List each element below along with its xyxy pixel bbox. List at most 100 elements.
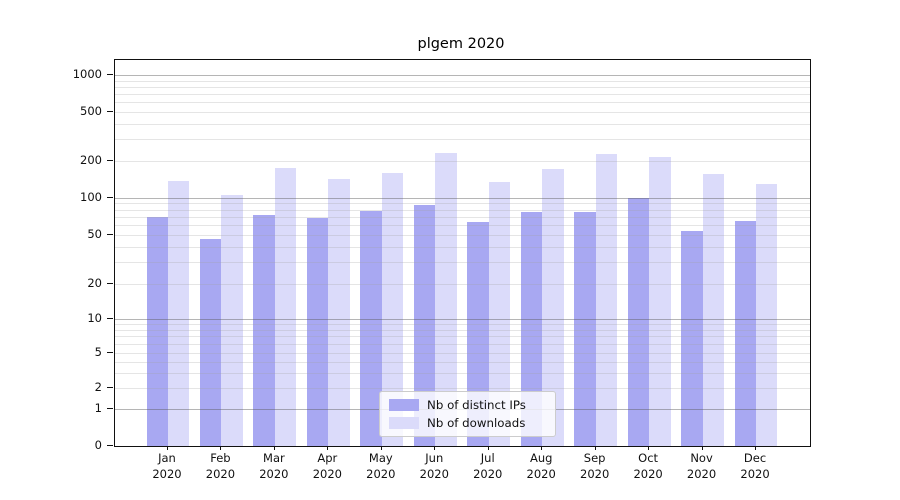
bar-downloads-mar xyxy=(274,168,297,446)
minor-gridline-300 xyxy=(114,139,810,141)
bar-downloads-nov xyxy=(702,174,724,446)
x-tick-feb xyxy=(220,445,222,450)
y-tick-1 xyxy=(107,407,113,409)
minor-gridline-2 xyxy=(114,388,810,390)
bar-downloads-may xyxy=(381,173,404,446)
bar-downloads-aug xyxy=(542,168,564,446)
bar-distinct-ips-jun xyxy=(413,204,436,446)
minor-gridline-400 xyxy=(114,123,810,125)
y-tick-10 xyxy=(107,318,113,319)
minor-gridline-4 xyxy=(114,361,810,363)
y-tick-50 xyxy=(107,234,113,235)
x-tick-nov xyxy=(701,445,703,450)
x-tick-jan xyxy=(166,445,168,450)
bar-downloads-apr xyxy=(328,178,350,446)
x-tick-jun xyxy=(434,445,436,450)
y-tick-5 xyxy=(107,352,113,353)
minor-gridline-50 xyxy=(114,235,810,236)
y-tick-label-100: 100 xyxy=(80,189,102,204)
minor-gridline-20 xyxy=(114,283,810,285)
major-gridline-100 xyxy=(114,197,810,199)
x-tick-label-oct: Oct 2020 xyxy=(633,451,663,481)
y-tick-2 xyxy=(107,387,113,389)
x-tick-sep xyxy=(594,445,596,450)
minor-gridline-30 xyxy=(114,262,810,264)
bar-downloads-oct xyxy=(649,157,671,446)
minor-gridline-3 xyxy=(114,372,810,374)
x-tick-label-may: May 2020 xyxy=(366,451,396,481)
minor-gridline-600 xyxy=(114,102,810,104)
minor-gridline-800 xyxy=(114,86,810,88)
x-tick-label-aug: Aug 2020 xyxy=(526,451,556,481)
minor-gridline-8 xyxy=(114,329,810,331)
minor-gridline-70 xyxy=(114,216,810,218)
bar-distinct-ips-jan xyxy=(146,216,168,446)
bar-downloads-jun xyxy=(435,152,457,446)
bar-distinct-ips-jul xyxy=(467,221,489,446)
y-tick-label-10: 10 xyxy=(87,311,102,325)
bar-downloads-jul xyxy=(488,181,511,446)
bar-downloads-dec xyxy=(756,184,778,446)
bar-distinct-ips-nov xyxy=(681,230,703,446)
x-tick-label-jan: Jan 2020 xyxy=(152,451,182,481)
y-tick-label-2: 2 xyxy=(94,380,102,395)
bar-downloads-sep xyxy=(595,153,618,446)
minor-gridline-200 xyxy=(114,160,810,162)
x-tick-dec xyxy=(755,445,757,450)
x-tick-label-mar: Mar 2020 xyxy=(259,451,289,481)
x-tick-label-nov: Nov 2020 xyxy=(686,451,717,481)
x-tick-mar xyxy=(273,445,275,450)
y-tick-500 xyxy=(107,110,113,112)
bar-distinct-ips-mar xyxy=(253,214,275,446)
y-tick-label-500: 500 xyxy=(80,103,102,118)
x-tick-apr xyxy=(327,445,329,450)
legend-item-downloads: Nb of downloads xyxy=(389,416,555,430)
y-tick-label-5: 5 xyxy=(94,345,102,359)
minor-gridline-60 xyxy=(114,225,810,227)
y-tick-label-0: 0 xyxy=(94,437,102,452)
chart-title: plgem 2020 xyxy=(417,36,505,52)
legend-swatch-distinct-ips xyxy=(389,399,419,411)
major-gridline-10 xyxy=(114,319,810,320)
y-tick-label-50: 50 xyxy=(87,227,102,241)
bar-distinct-ips-aug xyxy=(520,211,543,446)
bar-downloads-jan xyxy=(167,180,190,446)
y-tick-20 xyxy=(107,282,113,284)
x-tick-label-dec: Dec 2020 xyxy=(740,451,770,481)
bar-distinct-ips-apr xyxy=(306,218,329,446)
minor-gridline-7 xyxy=(114,336,810,338)
minor-gridline-700 xyxy=(114,93,810,95)
x-tick-jul xyxy=(487,445,489,450)
y-tick-label-1000: 1000 xyxy=(72,67,102,81)
y-tick-200 xyxy=(107,159,113,161)
bar-distinct-ips-feb xyxy=(200,239,222,446)
minor-gridline-90 xyxy=(114,203,810,205)
legend-swatch-downloads xyxy=(389,417,419,429)
y-tick-label-20: 20 xyxy=(87,275,102,290)
x-tick-label-sep: Sep 2020 xyxy=(580,451,610,481)
y-tick-label-200: 200 xyxy=(80,152,102,167)
y-tick-1000 xyxy=(107,74,113,75)
y-tick-label-1: 1 xyxy=(94,400,102,415)
bar-distinct-ips-dec xyxy=(734,220,757,446)
x-tick-label-jun: Jun 2020 xyxy=(419,451,449,481)
minor-gridline-900 xyxy=(114,80,810,82)
x-tick-oct xyxy=(648,445,650,450)
minor-gridline-5 xyxy=(114,353,810,354)
minor-gridline-500 xyxy=(114,111,810,113)
x-tick-label-feb: Feb 2020 xyxy=(205,451,236,481)
bar-distinct-ips-oct xyxy=(627,197,650,446)
minor-gridline-80 xyxy=(114,209,810,211)
x-tick-label-jul: Jul 2020 xyxy=(473,451,503,481)
legend-label: Nb of downloads xyxy=(427,416,526,430)
minor-gridline-40 xyxy=(114,246,810,248)
y-tick-0 xyxy=(107,444,113,446)
y-tick-100 xyxy=(107,196,113,198)
bar-distinct-ips-may xyxy=(360,211,382,446)
legend-item-distinct-ips: Nb of distinct IPs xyxy=(389,398,555,412)
bar-downloads-feb xyxy=(221,195,243,446)
x-tick-aug xyxy=(541,445,543,450)
minor-gridline-6 xyxy=(114,344,810,346)
legend: Nb of distinct IPs Nb of downloads xyxy=(379,391,556,437)
